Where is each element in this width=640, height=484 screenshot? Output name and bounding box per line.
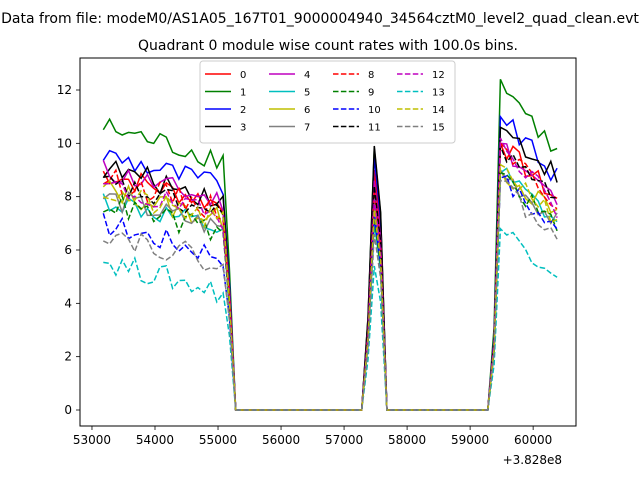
series-line-13 [103,226,558,411]
legend-label: 7 [304,123,310,134]
series-line-15 [102,179,558,411]
x-tick-label: 59000 [451,433,489,447]
y-tick-label: 10 [57,136,72,150]
y-tick-label: 0 [64,403,72,417]
y-tick-label: 4 [64,296,72,310]
series-line-10 [102,174,558,411]
legend-label: 0 [240,70,246,81]
y-tick-label: 2 [64,350,72,364]
legend-label: 5 [304,88,310,99]
x-tick-label: 58000 [388,433,426,447]
legend-label: 4 [304,70,310,81]
x-offset-label: +3.828e8 [503,453,562,467]
legend-box [199,60,456,144]
legend-label: 1 [240,88,246,99]
legend-label: 2 [240,105,246,116]
y-axis: 0 2 4 6 8 10 12 [57,83,80,417]
x-tick-label: 60000 [514,433,552,447]
y-tick-label: 6 [64,243,72,257]
chart-title: Quadrant 0 module wise count rates with … [138,38,518,54]
legend-label: 3 [240,123,246,134]
y-tick-label: 12 [57,83,72,97]
series-line-3 [102,126,558,411]
legend-label: 14 [432,105,445,116]
x-tick-label: 56000 [262,433,300,447]
figure-suptitle: Data from file: modeM0/AS1A05_167T01_900… [1,11,639,27]
legend-label: 9 [368,88,374,99]
x-tick-label: 57000 [325,433,363,447]
x-tick-label: 53000 [73,433,111,447]
legend-label: 10 [368,105,381,116]
series-line-1 [102,78,558,411]
legend-label: 11 [368,123,381,134]
x-tick-label: 54000 [136,433,174,447]
series-line-14 [103,163,558,411]
y-tick-label: 8 [64,190,72,204]
series-line-2 [102,114,558,411]
legend-label: 12 [432,70,445,81]
x-tick-label: 55000 [199,433,237,447]
legend-label: 15 [432,123,445,134]
series-line-11 [103,145,558,411]
series-line-12 [103,137,558,411]
legend-label: 8 [368,70,374,81]
legend-label: 13 [432,88,445,99]
legend-label: 6 [304,105,310,116]
x-axis: 53000 54000 55000 56000 57000 58000 59000 60000 [73,426,552,447]
axes-frame [79,57,577,427]
plot-area [102,78,558,411]
